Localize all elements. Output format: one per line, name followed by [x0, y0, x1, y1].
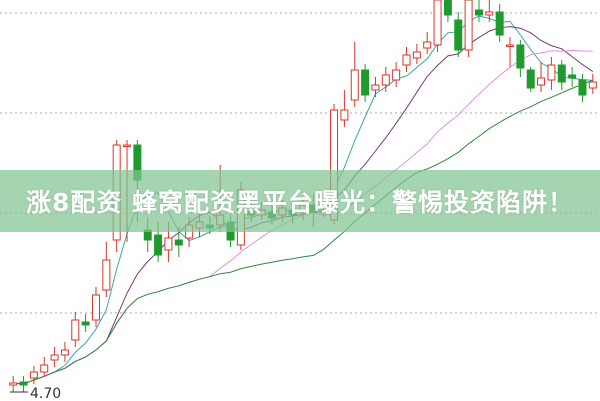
candle-body: [443, 0, 452, 16]
candle-body: [81, 321, 90, 326]
candle-body: [423, 41, 432, 49]
candle-body: [91, 294, 100, 321]
candle-body: [123, 144, 132, 147]
candle-body: [495, 11, 504, 36]
candle-body: [433, 0, 442, 46]
candle-body: [71, 319, 80, 341]
candle-body: [381, 74, 390, 86]
candle-body: [154, 234, 163, 256]
candle-body: [588, 81, 597, 89]
candle-body: [402, 54, 411, 66]
candle-body: [29, 371, 38, 379]
candle-body: [174, 239, 183, 246]
candle-body: [537, 77, 546, 86]
candle-body: [454, 19, 463, 51]
candle-body: [506, 44, 515, 47]
candle-body: [578, 79, 587, 96]
candle-body: [516, 44, 525, 69]
candle-body: [412, 51, 421, 59]
candle-body: [568, 74, 577, 79]
candle-body: [526, 69, 535, 89]
candle-body: [9, 382, 18, 386]
candle-body: [485, 11, 494, 16]
candle-body: [392, 69, 401, 81]
candle-body: [50, 354, 59, 361]
candle-body: [557, 64, 566, 83]
low-price-label: 4.70: [30, 386, 61, 401]
candle-body: [547, 64, 556, 81]
candle-body: [350, 69, 359, 101]
candle-body: [102, 259, 111, 291]
candle-body: [474, 9, 483, 16]
banner-title: 涨8配资 蜂窝配资黑平台曝光：警惕投资陷阱！: [25, 188, 575, 217]
candle-body: [40, 364, 49, 373]
candle-body: [340, 109, 349, 121]
ma30-line: [13, 79, 593, 385]
candle-body: [19, 381, 28, 386]
candle-body: [361, 69, 370, 96]
candle-body: [464, 0, 473, 51]
candle-body: [164, 237, 173, 251]
title-banner: 涨8配资 蜂窝配资黑平台曝光：警惕投资陷阱！: [0, 170, 600, 232]
candle-body: [60, 349, 69, 356]
candle-body: [371, 84, 380, 91]
